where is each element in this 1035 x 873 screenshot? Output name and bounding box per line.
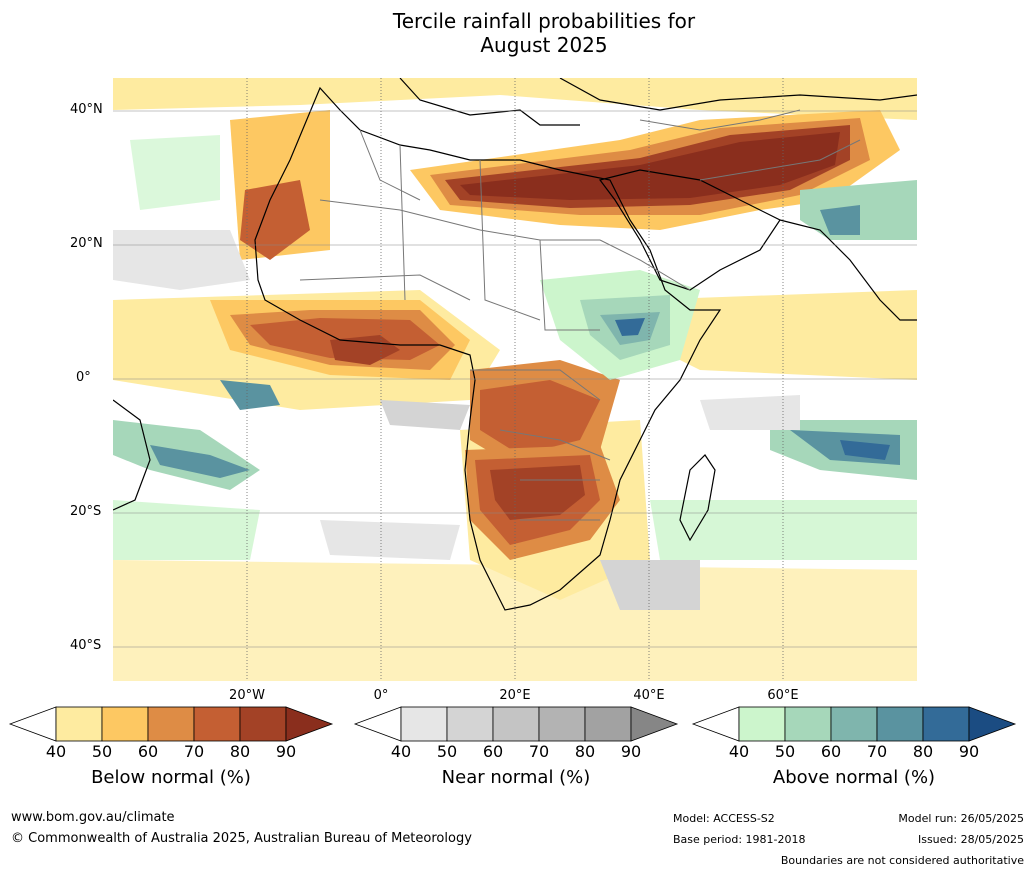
colorbar-title: Below normal (%) (91, 767, 251, 788)
probability-layer (113, 78, 917, 681)
colorbar-segment (446, 706, 494, 742)
title-line-1: Tercile rainfall probabilities for (392, 9, 696, 33)
footer-base-period: Base period: 1981-2018 (673, 833, 806, 846)
colorbar-segment (738, 706, 786, 742)
colorbar-title: Above normal (%) (772, 767, 936, 788)
colorbar-tick-label: 90 (620, 742, 642, 761)
colorbar-left-extension (353, 706, 402, 742)
colorbar-segment (538, 706, 586, 742)
footer-model-run: Model run: 26/05/2025 (898, 812, 1024, 825)
lat-label-40s: 40°S (70, 638, 102, 653)
footer-disclaimer: Boundaries are not considered authoritat… (780, 854, 1024, 867)
colorbar-left-extension (691, 706, 740, 742)
colorbar-segment (784, 706, 832, 742)
colorbar-segment (922, 706, 970, 742)
colorbar-segment (584, 706, 632, 742)
lat-label-40n: 40°N (70, 102, 103, 117)
footer-copyright: © Commonwealth of Australia 2025, Austra… (11, 831, 472, 846)
colorbar-segment (193, 706, 241, 742)
lon-label-40e: 40°E (633, 688, 665, 703)
colorbar-right-extension (285, 706, 334, 742)
colorbar-tick-label: 70 (528, 742, 550, 761)
footer-website: www.bom.gov.au/climate (11, 810, 175, 825)
colorbars (8, 706, 1017, 742)
colorbar-tick-label: 90 (958, 742, 980, 761)
colorbar-tick-label: 70 (183, 742, 205, 761)
colorbar-segment (101, 706, 149, 742)
colorbar-segment (830, 706, 878, 742)
colorbar-right-extension (968, 706, 1017, 742)
title-line-2: August 2025 (480, 33, 608, 57)
lon-label-60e: 60°E (767, 688, 799, 703)
latitude-lines (113, 110, 917, 648)
colorbar-tick-label: 80 (229, 742, 251, 761)
colorbar-tick-label: 60 (482, 742, 504, 761)
colorbar-tick-label: 40 (45, 742, 67, 761)
lat-label-0: 0° (76, 370, 91, 385)
colorbar-segment (55, 706, 103, 742)
lat-label-20s: 20°S (70, 504, 102, 519)
footer-issued: Issued: 28/05/2025 (917, 833, 1024, 846)
colorbar-tick-label: 60 (137, 742, 159, 761)
colorbar-tick-label: 40 (390, 742, 412, 761)
footer-model: Model: ACCESS-S2 (673, 812, 775, 825)
colorbar-segment (239, 706, 287, 742)
colorbar-right-extension (630, 706, 679, 742)
colorbar-tick-label: 40 (728, 742, 750, 761)
lon-label-0: 0° (373, 688, 389, 703)
lat-label-20n: 20°N (70, 236, 103, 251)
colorbar-left-extension (8, 706, 57, 742)
colorbar-tick-label: 90 (275, 742, 297, 761)
colorbar-tick-label: 70 (866, 742, 888, 761)
lon-label-20w: 20°W (229, 688, 265, 703)
colorbar-segment (147, 706, 195, 742)
map-title: Tercile rainfall probabilities for Augus… (0, 9, 1035, 57)
colorbar-tick-label: 60 (820, 742, 842, 761)
colorbar-tick-label: 50 (436, 742, 458, 761)
colorbar-tick-label: 80 (574, 742, 596, 761)
colorbar-title: Near normal (%) (441, 767, 591, 788)
colorbar-tick-label: 80 (912, 742, 934, 761)
colorbar-segment (400, 706, 448, 742)
colorbar-segment (492, 706, 540, 742)
colorbar-tick-label: 50 (91, 742, 113, 761)
colorbar-tick-label: 50 (774, 742, 796, 761)
colorbar-segment (876, 706, 924, 742)
lon-label-20e: 20°E (499, 688, 531, 703)
